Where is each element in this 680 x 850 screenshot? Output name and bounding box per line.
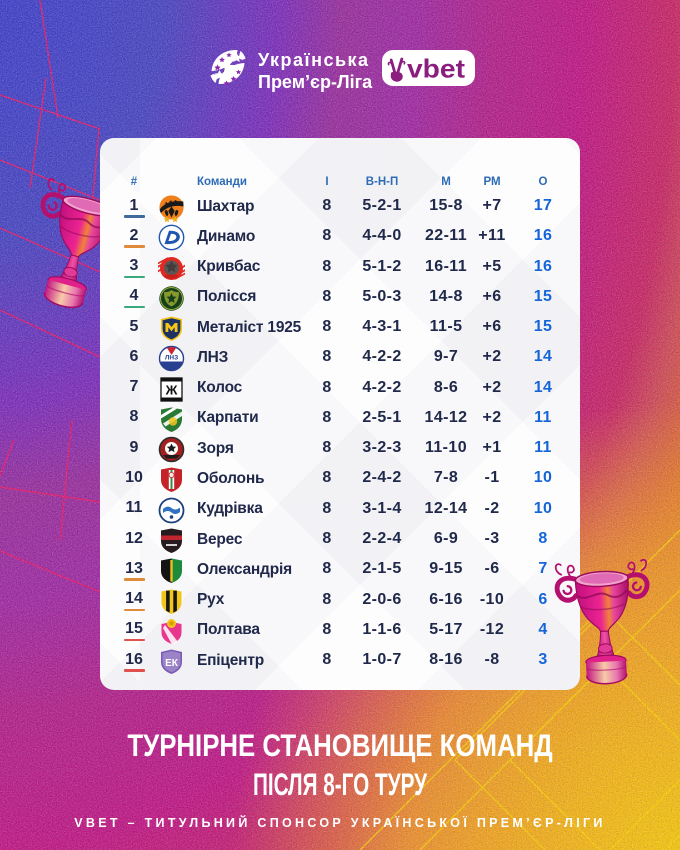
svg-text:ЛНЗ: ЛНЗ (164, 355, 177, 362)
svg-text:vbet: vbet (407, 54, 465, 84)
svg-text:Ж: Ж (164, 382, 177, 397)
svg-text:ЕК: ЕК (165, 658, 179, 669)
